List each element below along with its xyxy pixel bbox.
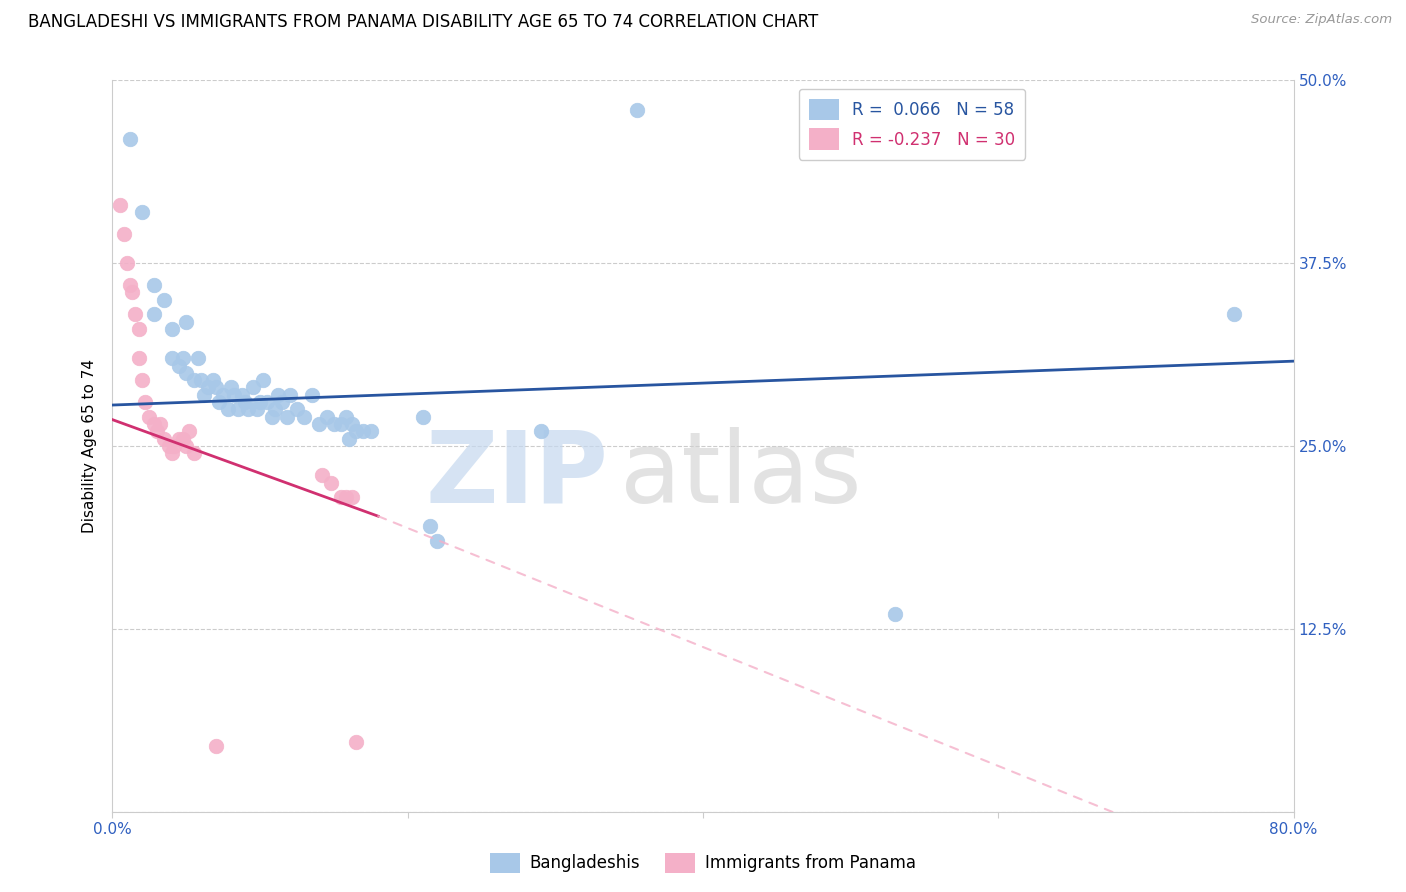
Point bbox=[172, 351, 194, 366]
Point bbox=[529, 425, 551, 439]
Point bbox=[179, 425, 201, 439]
Point bbox=[231, 388, 253, 402]
Point bbox=[340, 490, 363, 504]
Point bbox=[233, 395, 256, 409]
Point bbox=[128, 322, 150, 336]
Point bbox=[142, 307, 165, 321]
Point bbox=[160, 322, 183, 336]
Point bbox=[174, 315, 197, 329]
Point bbox=[352, 425, 374, 439]
Point bbox=[201, 373, 224, 387]
Text: ZIP: ZIP bbox=[426, 426, 609, 524]
Point bbox=[226, 402, 249, 417]
Point bbox=[112, 227, 135, 241]
Text: BANGLADESHI VS IMMIGRANTS FROM PANAMA DISABILITY AGE 65 TO 74 CORRELATION CHART: BANGLADESHI VS IMMIGRANTS FROM PANAMA DI… bbox=[28, 13, 818, 31]
Point bbox=[187, 351, 209, 366]
Point bbox=[197, 380, 219, 394]
Text: Source: ZipAtlas.com: Source: ZipAtlas.com bbox=[1251, 13, 1392, 27]
Point bbox=[146, 425, 169, 439]
Point bbox=[157, 439, 180, 453]
Point bbox=[411, 409, 433, 424]
Point bbox=[172, 432, 194, 446]
Legend: Bangladeshis, Immigrants from Panama: Bangladeshis, Immigrants from Panama bbox=[484, 847, 922, 880]
Point bbox=[212, 388, 235, 402]
Point bbox=[174, 366, 197, 380]
Point bbox=[160, 351, 183, 366]
Point bbox=[222, 388, 245, 402]
Point bbox=[330, 490, 353, 504]
Point bbox=[242, 380, 264, 394]
Point bbox=[183, 373, 205, 387]
Point bbox=[131, 205, 153, 219]
Point bbox=[344, 425, 367, 439]
Point bbox=[246, 402, 269, 417]
Point bbox=[167, 432, 190, 446]
Point bbox=[128, 351, 150, 366]
Point bbox=[344, 734, 367, 748]
Point bbox=[208, 395, 231, 409]
Legend: R =  0.066   N = 58, R = -0.237   N = 30: R = 0.066 N = 58, R = -0.237 N = 30 bbox=[799, 88, 1025, 160]
Point bbox=[271, 395, 294, 409]
Point bbox=[360, 425, 382, 439]
Point bbox=[160, 446, 183, 460]
Point bbox=[256, 395, 278, 409]
Point bbox=[153, 432, 176, 446]
Point bbox=[124, 307, 146, 321]
Point bbox=[217, 402, 239, 417]
Point bbox=[419, 519, 441, 533]
Point bbox=[108, 197, 131, 211]
Point bbox=[335, 490, 357, 504]
Point bbox=[308, 417, 330, 431]
Point bbox=[337, 432, 360, 446]
Point bbox=[219, 380, 242, 394]
Point bbox=[238, 402, 260, 417]
Point bbox=[426, 534, 449, 549]
Point bbox=[252, 373, 274, 387]
Point bbox=[134, 395, 156, 409]
Point bbox=[138, 409, 160, 424]
Point bbox=[319, 475, 342, 490]
Point bbox=[285, 402, 308, 417]
Point bbox=[311, 468, 333, 483]
Point bbox=[120, 278, 142, 293]
Point bbox=[278, 388, 301, 402]
Point bbox=[276, 409, 298, 424]
Point bbox=[301, 388, 323, 402]
Point bbox=[153, 293, 176, 307]
Point bbox=[249, 395, 271, 409]
Point bbox=[205, 739, 228, 753]
Point bbox=[142, 278, 165, 293]
Point bbox=[174, 439, 197, 453]
Point bbox=[131, 373, 153, 387]
Text: atlas: atlas bbox=[620, 426, 862, 524]
Point bbox=[340, 417, 363, 431]
Y-axis label: Disability Age 65 to 74: Disability Age 65 to 74 bbox=[82, 359, 97, 533]
Point bbox=[121, 285, 143, 300]
Point bbox=[149, 417, 172, 431]
Point bbox=[183, 446, 205, 460]
Point bbox=[190, 373, 212, 387]
Point bbox=[163, 439, 186, 453]
Point bbox=[330, 417, 353, 431]
Point bbox=[292, 409, 315, 424]
Point bbox=[193, 388, 215, 402]
Point bbox=[1223, 307, 1246, 321]
Point bbox=[626, 103, 648, 117]
Point bbox=[335, 409, 357, 424]
Point bbox=[205, 380, 228, 394]
Point bbox=[323, 417, 346, 431]
Point bbox=[142, 417, 165, 431]
Point bbox=[264, 402, 287, 417]
Point bbox=[117, 256, 138, 270]
Point bbox=[267, 388, 290, 402]
Point bbox=[884, 607, 907, 622]
Point bbox=[167, 359, 190, 373]
Point bbox=[120, 132, 142, 146]
Point bbox=[260, 409, 283, 424]
Point bbox=[315, 409, 337, 424]
